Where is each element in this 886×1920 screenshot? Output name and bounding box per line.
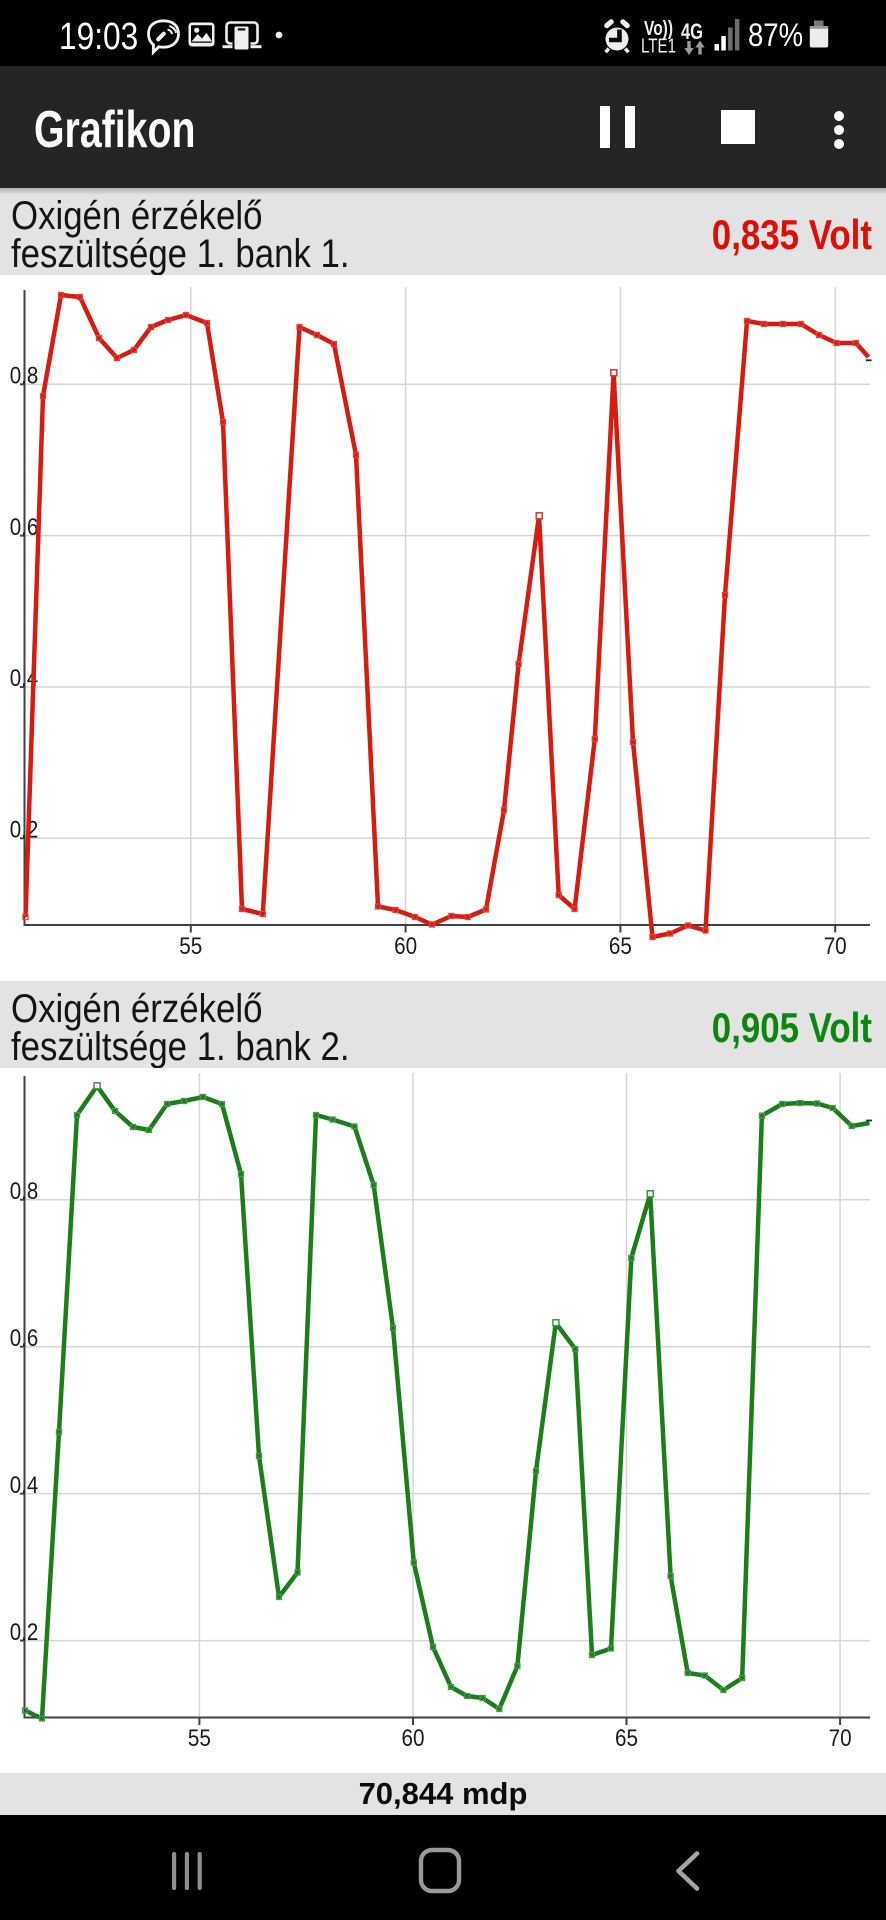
svg-text:55: 55 — [188, 1725, 211, 1752]
svg-text:60: 60 — [402, 1725, 425, 1752]
svg-text:LTE1: LTE1 — [641, 36, 676, 58]
svg-text:70: 70 — [824, 933, 847, 960]
svg-text:0.4: 0.4 — [10, 1472, 39, 1499]
svg-text:0.2: 0.2 — [10, 817, 39, 844]
svg-text:0.8: 0.8 — [10, 1178, 39, 1205]
svg-text:0.8: 0.8 — [10, 363, 39, 390]
svg-text:0.2: 0.2 — [10, 1619, 39, 1646]
svg-text:70: 70 — [829, 1725, 852, 1752]
svg-text:0.6: 0.6 — [10, 514, 39, 541]
svg-text:Vo)): Vo)) — [644, 18, 673, 40]
svg-text:65: 65 — [615, 1725, 638, 1752]
svg-text:65: 65 — [609, 933, 632, 960]
svg-text:4G: 4G — [681, 19, 703, 44]
svg-text:55: 55 — [179, 933, 202, 960]
svg-text:0.6: 0.6 — [10, 1325, 39, 1352]
svg-text:60: 60 — [394, 933, 417, 960]
